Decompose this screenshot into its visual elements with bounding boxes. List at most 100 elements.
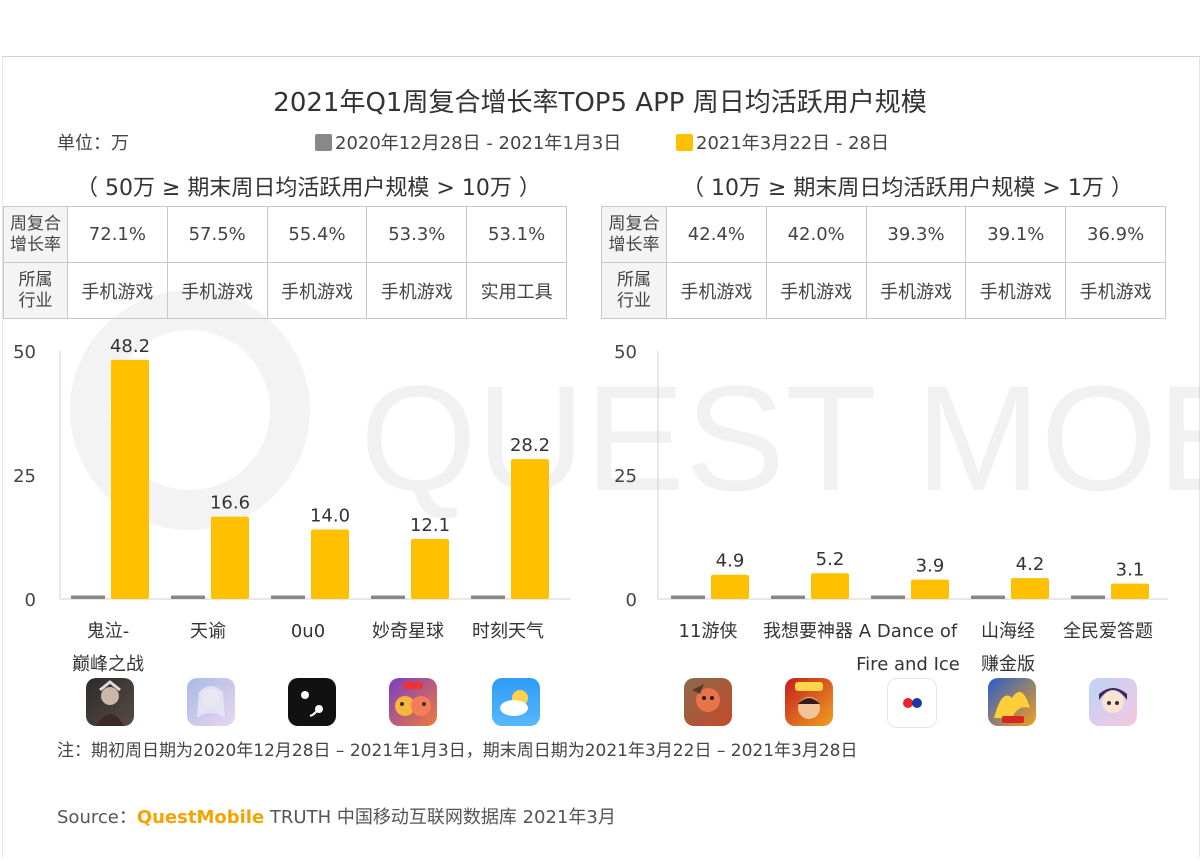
industry-cell: 手机游戏 (666, 262, 767, 319)
growth-cell: 39.1% (965, 206, 1067, 263)
bar-start-week (671, 595, 705, 599)
right-panel-subtitle: （ 10万 ≥ 期末周日均活跃用户规模 > 1万 ） (682, 176, 1133, 201)
growth-cell: 39.3% (865, 206, 967, 263)
bar-data-label: 4.9 (716, 551, 745, 572)
x-category-label: 鬼泣-巅峰之战 (72, 621, 144, 675)
legend-label: 2021年3月22日 - 28日 (696, 133, 890, 154)
y-tick-label: 0 (25, 590, 36, 611)
bar-start-week (471, 595, 505, 599)
right-info-table: 周复合 增长率 42.4% 42.0% 39.3% 39.1% 36.9% 所属行… (601, 206, 1166, 319)
bar-data-label: 28.2 (510, 435, 550, 456)
bar-start-week (1071, 595, 1105, 599)
growth-row: 周复合 增长率 42.4% 42.0% 39.3% 39.1% 36.9% (601, 206, 1166, 263)
bar-end-week (511, 459, 549, 599)
industry-cell: 手机游戏 (965, 262, 1067, 319)
bar-data-label: 48.2 (110, 336, 150, 357)
industry-header: 所属 行业 (3, 262, 68, 319)
x-category-label: 全民爱答题 (1063, 621, 1153, 642)
industry-cell: 手机游戏 (67, 262, 168, 319)
bar-start-week (771, 595, 805, 599)
tianyu-app-icon (187, 678, 235, 726)
growth-cell: 53.1% (466, 206, 567, 263)
bar-start-week (371, 595, 405, 599)
bar-end-week (1011, 578, 1049, 599)
source-prefix: Source： (57, 807, 137, 828)
growth-cell: 42.0% (765, 206, 867, 263)
shenqi-app-icon (785, 678, 833, 726)
x-category-label: 11游侠 (679, 621, 738, 642)
bar-end-week (811, 573, 849, 599)
legend-item-start-week: 2020年12月28日 - 2021年1月3日 (315, 129, 621, 155)
y-tick-label: 0 (626, 590, 637, 611)
bar-data-label: 16.6 (210, 493, 250, 514)
industry-cell: 实用工具 (466, 262, 567, 319)
unit-label: 单位：万 (57, 133, 129, 154)
growth-row: 周复合 增长率 72.1% 57.5% 55.4% 53.3% 53.1% (3, 206, 567, 263)
bar-start-week (171, 595, 205, 599)
x-category-label: A Dance of Fire and Ice (856, 621, 960, 675)
legend-swatch-gray (315, 133, 332, 151)
bar-data-label: 3.9 (916, 556, 945, 577)
bar-end-week (711, 574, 749, 599)
shanhaijing-app-icon (988, 678, 1036, 726)
miaoqi-planet-app-icon (389, 678, 437, 726)
bar-end-week (311, 529, 349, 599)
growth-header: 周复合 增长率 (601, 206, 667, 263)
bar-data-label: 14.0 (310, 506, 350, 527)
bar-data-label: 4.2 (1016, 554, 1045, 575)
industry-cell: 手机游戏 (1065, 262, 1166, 319)
x-category-label: 我想要神器 (763, 621, 853, 642)
bar-data-label: 12.1 (410, 515, 450, 536)
weather-app-icon (492, 678, 540, 726)
bar-data-label: 3.1 (1116, 560, 1145, 581)
source-rest: TRUTH 中国移动互联网数据库 2021年3月 (264, 807, 616, 828)
bar-end-week (211, 516, 249, 599)
dance-of-fire-app-icon (887, 678, 937, 728)
left-panel-subtitle: （ 50万 ≥ 期末周日均活跃用户规模 > 10万 ） (76, 176, 541, 201)
bar-start-week (871, 595, 905, 599)
growth-cell: 53.3% (366, 206, 468, 263)
youxia-app-icon (684, 678, 732, 726)
x-category-label: 天谕 (190, 621, 226, 642)
growth-cell: 57.5% (166, 206, 268, 263)
legend-item-end-week: 2021年3月22日 - 28日 (676, 129, 889, 155)
x-category-label: 0u0 (291, 621, 325, 642)
legend-label: 2020年12月28日 - 2021年1月3日 (335, 133, 622, 154)
bar-start-week (271, 595, 305, 599)
ouo-app-icon (288, 678, 336, 726)
page-title: 2021年Q1周复合增长率TOP5 APP 周日均活跃用户规模 (273, 88, 927, 118)
bar-end-week (111, 359, 149, 599)
industry-cell: 手机游戏 (865, 262, 967, 319)
y-tick-label: 25 (13, 466, 36, 487)
x-category-label: 山海经赚金版 (981, 621, 1035, 675)
growth-cell: 72.1% (67, 206, 168, 263)
industry-header: 所属 行业 (601, 262, 667, 319)
industry-row: 所属 行业 手机游戏 手机游戏 手机游戏 手机游戏 实用工具 (3, 262, 567, 319)
y-tick-label: 25 (614, 466, 637, 487)
growth-header: 周复合 增长率 (3, 206, 68, 263)
left-info-table: 周复合 增长率 72.1% 57.5% 55.4% 53.3% 53.1% 所属行… (3, 206, 567, 319)
source-line: Source：QuestMobile TRUTH 中国移动互联网数据库 2021… (57, 803, 616, 829)
industry-cell: 手机游戏 (266, 262, 368, 319)
growth-cell: 36.9% (1065, 206, 1166, 263)
bar-end-week (911, 579, 949, 599)
devil-may-cry-app-icon (86, 678, 134, 726)
quiz-app-icon (1089, 678, 1137, 726)
y-tick-label: 50 (13, 342, 36, 363)
bar-end-week (1111, 583, 1149, 599)
industry-row: 所属 行业 手机游戏 手机游戏 手机游戏 手机游戏 手机游戏 (601, 262, 1166, 319)
footnote: 注：期初周日期为2020年12月28日 – 2021年1月3日，期末周日期为20… (57, 741, 858, 761)
bar-data-label: 5.2 (816, 549, 845, 570)
industry-cell: 手机游戏 (765, 262, 867, 319)
x-category-label: 妙奇星球 (372, 621, 444, 642)
source-brand: QuestMobile (136, 807, 265, 828)
growth-cell: 55.4% (266, 206, 368, 263)
industry-cell: 手机游戏 (366, 262, 468, 319)
bar-start-week (971, 595, 1005, 599)
y-tick-label: 50 (614, 342, 637, 363)
x-category-label: 时刻天气 (472, 621, 544, 642)
bar-end-week (411, 538, 449, 599)
bar-start-week (71, 595, 105, 599)
industry-cell: 手机游戏 (166, 262, 268, 319)
